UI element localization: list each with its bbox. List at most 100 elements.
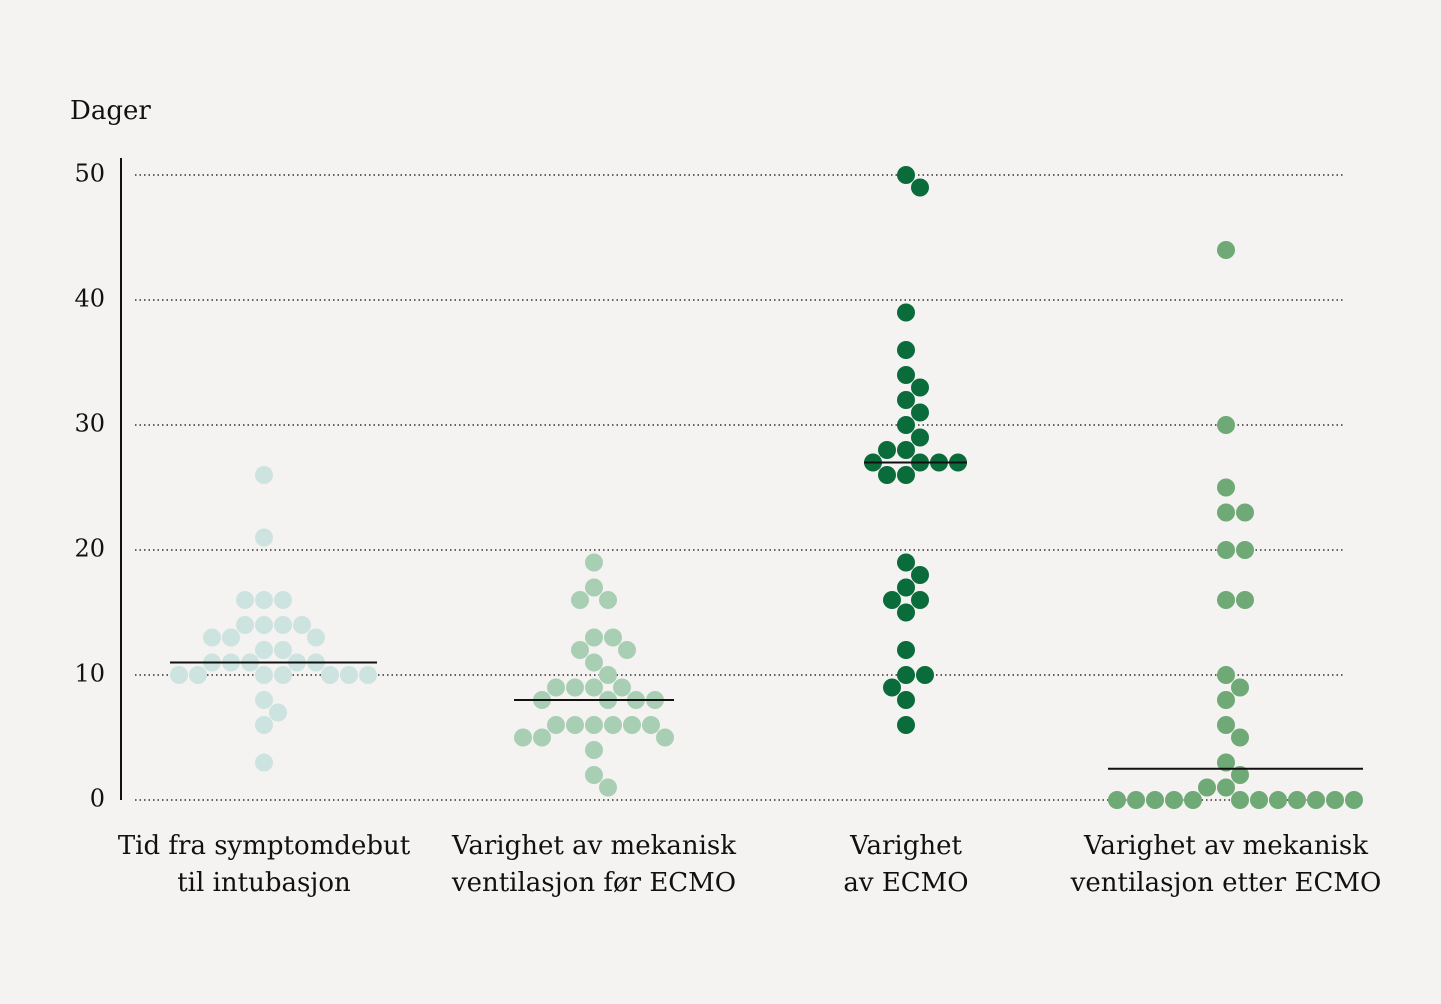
dot xyxy=(585,766,603,784)
category-label: Varighet xyxy=(849,831,962,861)
dot xyxy=(1198,778,1216,797)
dot xyxy=(1236,541,1254,559)
dot xyxy=(547,678,565,697)
dot xyxy=(293,616,311,634)
y-tick-label: 40 xyxy=(74,285,105,313)
dot xyxy=(1217,753,1235,772)
y-tick-label: 0 xyxy=(90,785,105,813)
dot xyxy=(255,528,273,547)
category-label: Varighet av mekanisk xyxy=(1083,831,1368,861)
dot xyxy=(1217,691,1235,709)
dot xyxy=(1236,591,1254,609)
dot xyxy=(255,716,273,734)
dot xyxy=(585,628,603,647)
dot xyxy=(604,628,622,647)
dot xyxy=(604,716,622,734)
y-tick-label: 30 xyxy=(74,410,105,438)
dot xyxy=(911,178,929,197)
dot xyxy=(897,553,915,572)
dot xyxy=(255,753,273,772)
dot xyxy=(599,591,617,609)
dot xyxy=(656,728,674,747)
y-tick-label: 50 xyxy=(74,160,105,188)
dot xyxy=(340,666,358,684)
dot xyxy=(911,403,929,422)
dot xyxy=(897,603,915,622)
dot xyxy=(623,716,641,734)
dot xyxy=(1288,791,1306,809)
category-label: til intubasjon xyxy=(177,868,351,898)
dot xyxy=(189,666,207,684)
dot xyxy=(1269,791,1287,809)
dot xyxy=(1236,503,1254,522)
dot xyxy=(897,691,915,709)
dot xyxy=(203,628,221,647)
dot xyxy=(911,378,929,397)
dot xyxy=(642,716,660,734)
dot xyxy=(236,616,254,634)
dot xyxy=(1345,791,1363,809)
dot xyxy=(1217,666,1235,684)
dot xyxy=(613,678,631,697)
dot xyxy=(1217,503,1235,522)
dot xyxy=(1217,241,1235,259)
dot xyxy=(571,591,589,609)
dot xyxy=(897,166,915,184)
dot xyxy=(911,591,929,609)
dot xyxy=(897,366,915,384)
dot xyxy=(897,578,915,597)
dot xyxy=(1217,716,1235,734)
dot xyxy=(1146,791,1164,809)
category-label: av ECMO xyxy=(843,868,968,898)
dot xyxy=(883,678,901,697)
dot xyxy=(566,678,584,697)
dot xyxy=(566,716,584,734)
dot xyxy=(359,666,377,684)
dot xyxy=(1217,541,1235,559)
dot xyxy=(307,628,325,647)
dot xyxy=(897,416,915,434)
dot xyxy=(1231,766,1249,784)
dot xyxy=(1165,791,1183,809)
dot xyxy=(222,628,240,647)
dot xyxy=(1217,778,1235,797)
y-axis-label: Dager xyxy=(70,96,151,126)
dot xyxy=(897,666,915,684)
dot xyxy=(255,691,273,709)
dot xyxy=(255,641,273,659)
dot xyxy=(1231,678,1249,697)
category-label: Tid fra symptomdebut xyxy=(118,831,411,861)
dot xyxy=(1307,791,1325,809)
dot xyxy=(269,703,287,722)
dot xyxy=(599,666,617,684)
dot xyxy=(585,553,603,572)
dot xyxy=(274,666,292,684)
dot xyxy=(911,566,929,584)
dot xyxy=(571,641,589,659)
dot xyxy=(1217,591,1235,609)
dot xyxy=(274,641,292,659)
dot xyxy=(255,666,273,684)
dot xyxy=(878,441,896,459)
y-tick-label: 20 xyxy=(74,535,105,563)
dot xyxy=(897,303,915,322)
dot xyxy=(1108,791,1126,809)
dot xyxy=(897,391,915,409)
dot xyxy=(255,466,273,484)
dot xyxy=(170,666,188,684)
dot xyxy=(585,578,603,597)
dot xyxy=(585,741,603,759)
dot xyxy=(878,466,896,484)
category-label: ventilasjon etter ECMO xyxy=(1070,868,1382,898)
dot xyxy=(255,591,273,609)
category-label: ventilasjon før ECMO xyxy=(451,868,736,898)
dot xyxy=(1184,791,1202,809)
dot xyxy=(321,666,339,684)
dot xyxy=(533,728,551,747)
dot xyxy=(585,716,603,734)
dot xyxy=(1250,791,1268,809)
dot xyxy=(897,441,915,459)
